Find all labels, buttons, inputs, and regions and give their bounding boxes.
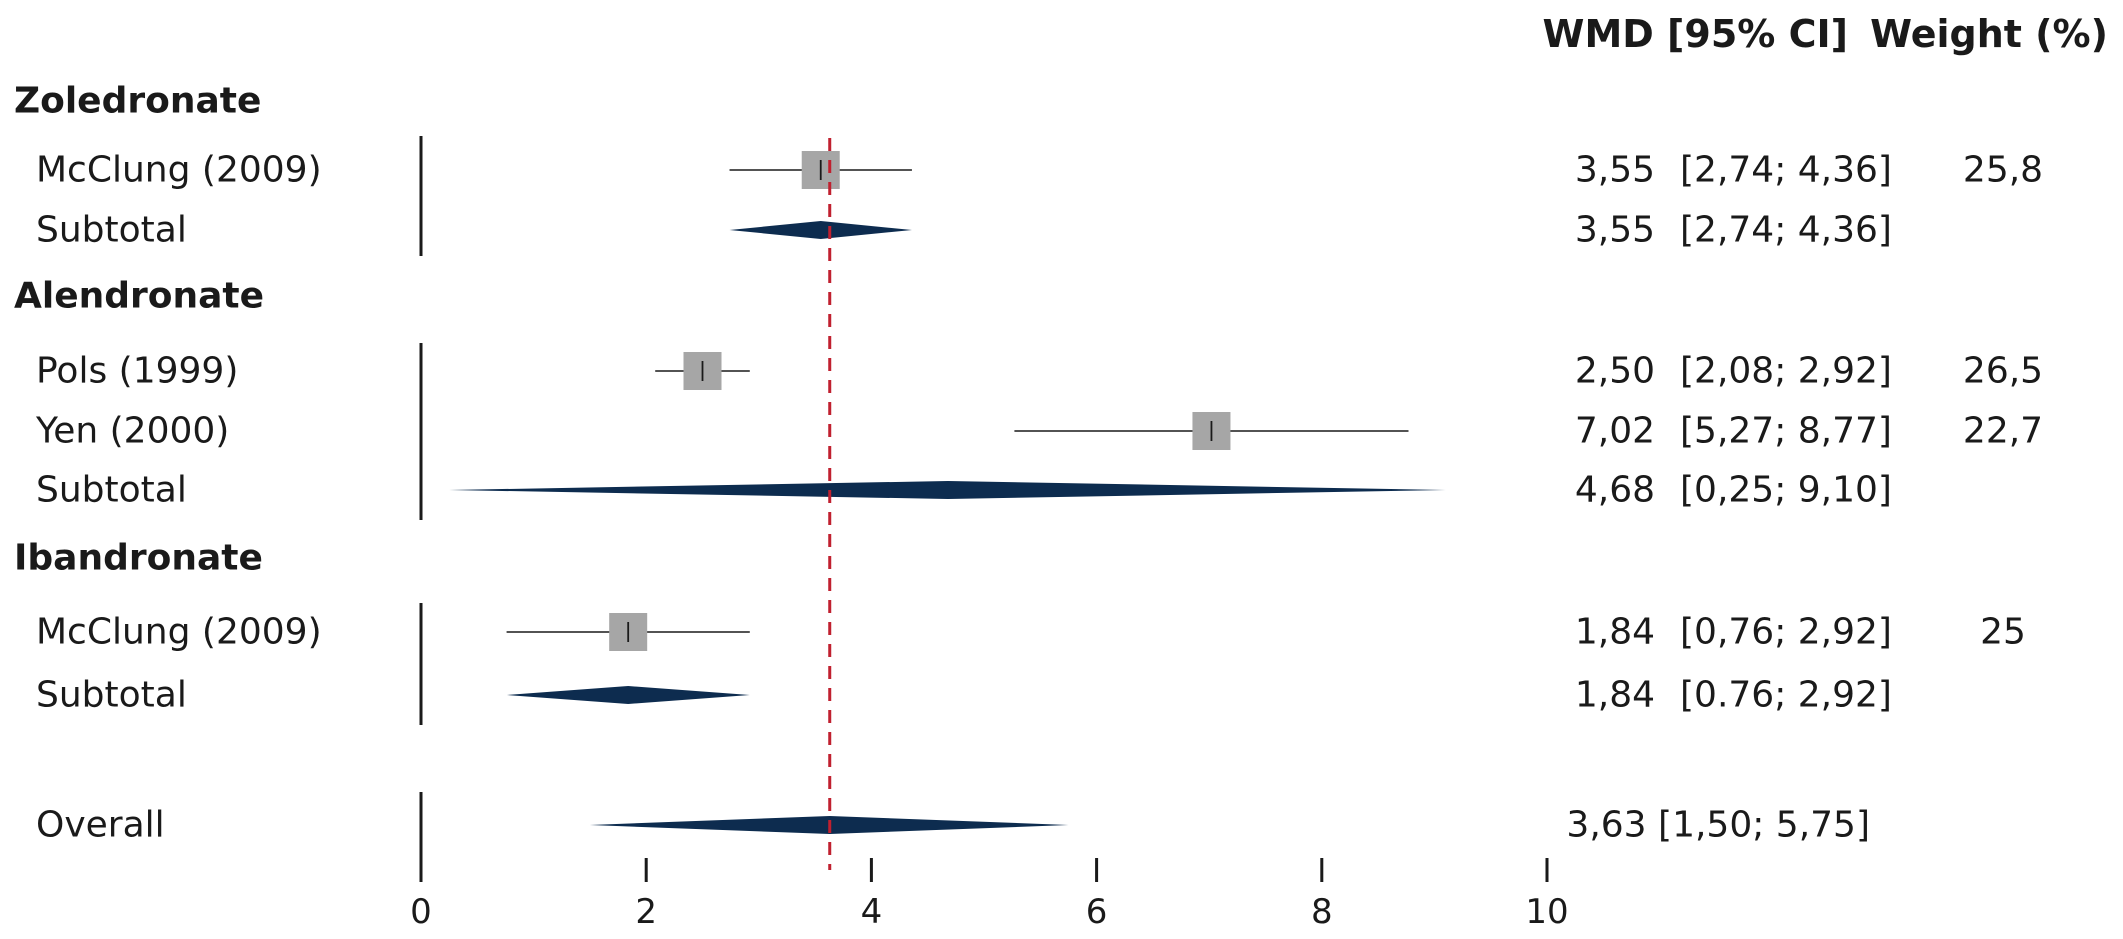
subtotal-label: Subtotal [36, 675, 187, 716]
x-tick-label: 10 [1525, 892, 1568, 932]
study-label: McClung (2009) [36, 150, 322, 191]
x-tick-label: 4 [861, 892, 883, 932]
subtotal-diamond [449, 481, 1446, 499]
subtotal-estimate-value: 1,84 [1575, 675, 1655, 716]
subtotal-diamond [506, 686, 750, 704]
ci-value: [0,76; 2,92] [1680, 612, 1892, 653]
weight-value: 25,8 [1963, 150, 2043, 191]
subtotal-ci-value: [0.76; 2,92] [1680, 675, 1892, 716]
overall-label: Overall [36, 805, 165, 846]
estimate-value: 1,84 [1575, 612, 1655, 653]
group-label: Ibandronate [14, 538, 263, 579]
subtotal-label: Subtotal [36, 470, 187, 511]
subtotal-ci-value: [0,25; 9,10] [1680, 470, 1892, 511]
subtotal-label: Subtotal [36, 210, 187, 251]
column-header-weight: Weight (%) [1870, 12, 2108, 56]
study-label: Yen (2000) [35, 411, 229, 452]
subtotal-estimate-value: 3,55 [1575, 210, 1655, 251]
overall-value: 3,63 [1,50; 5,75] [1566, 805, 1870, 846]
group-label: Zoledronate [14, 81, 261, 122]
weight-value: 22,7 [1963, 411, 2043, 452]
x-tick-label: 2 [635, 892, 657, 932]
ci-value: [2,08; 2,92] [1680, 351, 1892, 392]
subtotal-ci-value: [2,74; 4,36] [1680, 210, 1892, 251]
group-label: Alendronate [14, 276, 264, 317]
weight-value: 26,5 [1963, 351, 2043, 392]
weight-value: 25 [1980, 612, 2026, 653]
study-label: McClung (2009) [36, 612, 322, 653]
subtotal-diamond [729, 221, 912, 239]
column-header-wmd: WMD [95% CI] [1543, 12, 1848, 56]
x-tick-label: 6 [1086, 892, 1108, 932]
x-tick-label: 8 [1311, 892, 1333, 932]
ci-value: [5,27; 8,77] [1680, 411, 1892, 452]
subtotal-estimate-value: 4,68 [1575, 470, 1655, 511]
ci-value: [2,74; 4,36] [1680, 150, 1892, 191]
estimate-value: 2,50 [1575, 351, 1655, 392]
study-label: Pols (1999) [36, 351, 238, 392]
x-tick-label: 0 [410, 892, 432, 932]
estimate-value: 3,55 [1575, 150, 1655, 191]
estimate-value: 7,02 [1575, 411, 1655, 452]
